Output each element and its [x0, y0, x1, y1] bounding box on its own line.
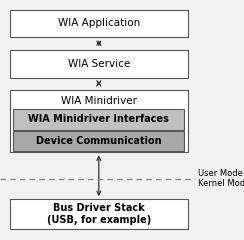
- Text: Device Communication: Device Communication: [36, 136, 162, 146]
- Bar: [10, 199, 188, 229]
- Text: WIA Minidriver: WIA Minidriver: [61, 96, 137, 106]
- Text: User Mode: User Mode: [198, 169, 243, 179]
- Bar: [13, 131, 184, 151]
- Text: Bus Driver Stack
(USB, for example): Bus Driver Stack (USB, for example): [47, 204, 151, 225]
- Bar: [10, 90, 188, 152]
- Text: WIA Minidriver Interfaces: WIA Minidriver Interfaces: [28, 114, 169, 124]
- Text: WIA Application: WIA Application: [58, 18, 140, 28]
- Bar: [13, 109, 184, 130]
- Text: WIA Service: WIA Service: [68, 59, 130, 69]
- Bar: [10, 50, 188, 78]
- Text: Kernel Mode: Kernel Mode: [198, 179, 244, 188]
- Bar: [10, 10, 188, 37]
